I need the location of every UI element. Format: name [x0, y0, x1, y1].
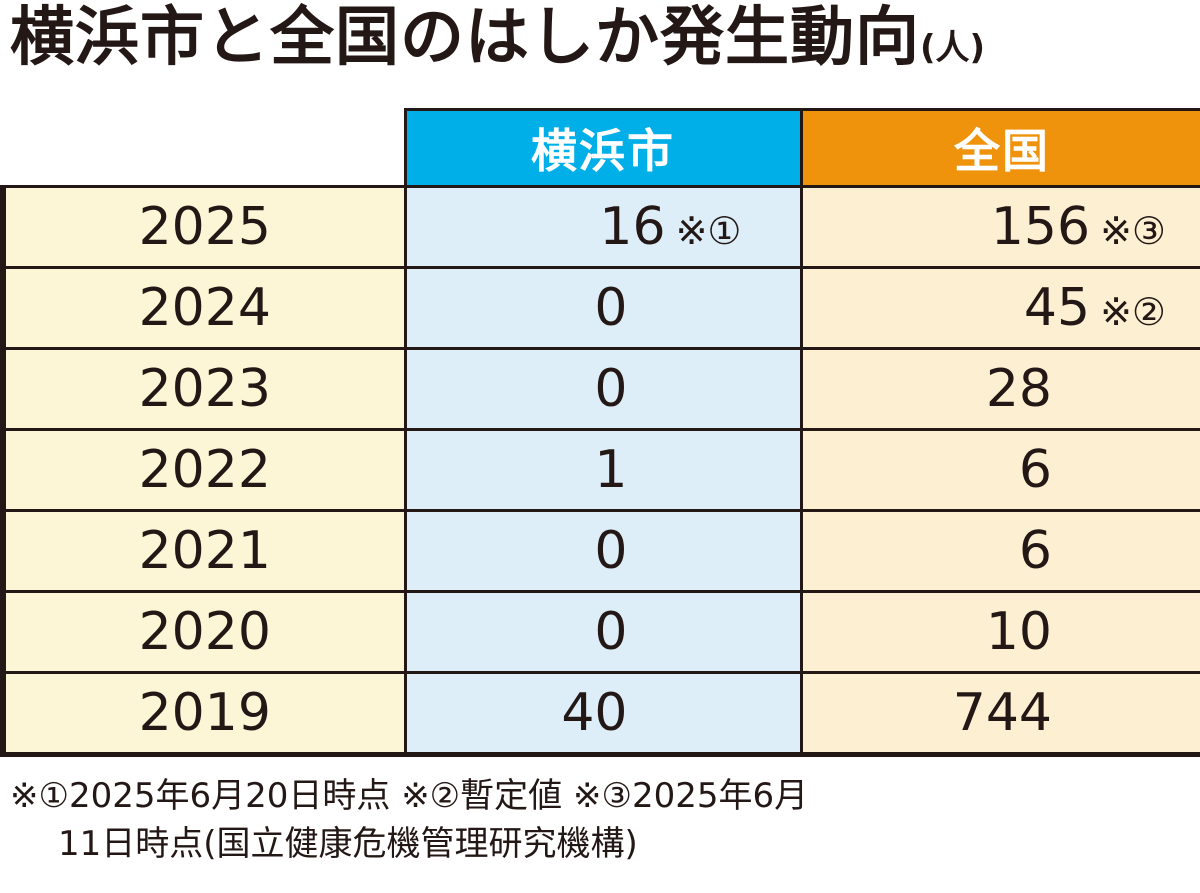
table-body: 2025 16 ※① 156 ※③ 2024 0 45 ※② 2023 0 28 2022 1 6 2021 0…	[0, 185, 1200, 757]
national-note-mark: ※③	[1100, 209, 1166, 253]
national-value: 6	[1018, 521, 1052, 581]
national-value: 156	[990, 197, 1091, 257]
footnote: ※①2025年6月20日時点 ※②暫定値 ※③2025年6月 11日時点(国立健…	[10, 772, 1195, 868]
national-value: 6	[1018, 440, 1052, 500]
column-header-yokohama: 横浜市	[403, 108, 803, 188]
yokohama-value: 0	[594, 359, 628, 419]
header-blank-cell	[3, 109, 405, 188]
footnote-line-1: ※①2025年6月20日時点 ※②暫定値 ※③2025年6月	[10, 776, 809, 816]
table-row: 2024 0 45 ※②	[0, 266, 1200, 350]
year-cell: 2021	[0, 509, 407, 593]
year-cell: 2023	[0, 347, 407, 431]
chart-title: 横浜市と全国のはしか発生動向(人)	[10, 6, 985, 70]
yokohama-note-mark: ※①	[675, 209, 742, 253]
yokohama-cell: 40	[403, 671, 803, 757]
yokohama-cell: 0	[403, 509, 803, 593]
table-row: 2019 40 744	[0, 671, 1200, 757]
table-row: 2020 0 10	[0, 590, 1200, 674]
footnote-line-2: 11日時点(国立健康危機管理研究機構)	[58, 824, 638, 864]
table-row: 2023 0 28	[0, 347, 1200, 431]
national-value: 28	[985, 359, 1052, 419]
yokohama-cell: 0	[403, 590, 803, 674]
yokohama-value: 1	[594, 440, 628, 500]
yokohama-cell: 1	[403, 428, 803, 512]
national-cell: 6	[799, 509, 1200, 593]
table-row: 2022 1 6	[0, 428, 1200, 512]
year-cell: 2025	[0, 185, 407, 269]
measles-table: 横浜市 全国 2025 16 ※① 156 ※③ 2024 0 45 ※② 2023 0 28 2022…	[0, 108, 1200, 757]
national-cell: 28	[799, 347, 1200, 431]
national-cell: 10	[799, 590, 1200, 674]
yokohama-cell: 16 ※①	[403, 185, 803, 269]
year-cell: 2024	[0, 266, 407, 350]
chart-title-main: 横浜市と全国のはしか発生動向	[10, 1, 920, 75]
year-cell: 2022	[0, 428, 407, 512]
national-cell: 744	[799, 671, 1200, 757]
yokohama-value: 0	[594, 278, 628, 338]
table-row: 2025 16 ※① 156 ※③	[0, 185, 1200, 269]
national-value: 45	[1023, 278, 1091, 338]
header-row: 横浜市 全国	[3, 108, 1200, 188]
year-cell: 2019	[0, 671, 407, 757]
year-cell: 2020	[0, 590, 407, 674]
yokohama-cell: 0	[403, 347, 803, 431]
national-value: 10	[985, 602, 1052, 662]
chart-title-unit: (人)	[920, 28, 986, 68]
national-note-mark: ※②	[1100, 290, 1166, 334]
column-header-national: 全国	[799, 108, 1200, 188]
yokohama-value: 16	[599, 197, 666, 257]
yokohama-value: 0	[594, 602, 628, 662]
national-cell: 6	[799, 428, 1200, 512]
data-table: 横浜市 全国 2025 16 ※① 156 ※③ 2024 0 45 ※② 2023 0 28 2022…	[0, 108, 1200, 757]
yokohama-cell: 0	[403, 266, 803, 350]
national-value: 744	[952, 683, 1052, 743]
yokohama-value: 40	[561, 683, 628, 743]
national-cell: 45 ※②	[799, 266, 1200, 350]
yokohama-value: 0	[594, 521, 628, 581]
national-cell: 156 ※③	[799, 185, 1200, 269]
table-row: 2021 0 6	[0, 509, 1200, 593]
